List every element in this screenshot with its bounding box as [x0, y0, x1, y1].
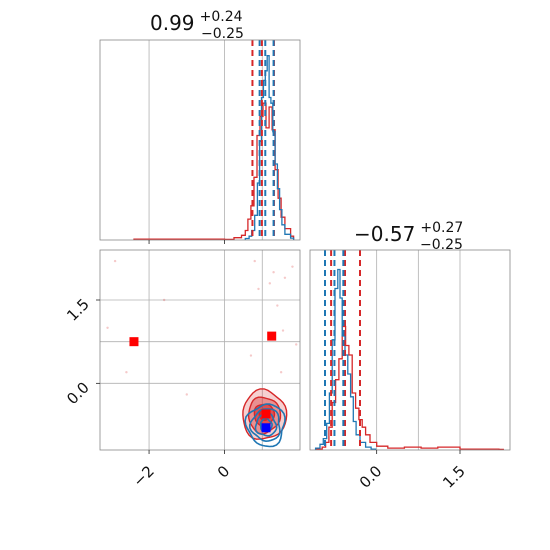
joint-ytick-label: 0.0: [63, 378, 93, 408]
joint-sample-point: [113, 259, 117, 263]
top-marginal-frame: [99, 39, 301, 241]
red-marker: [129, 337, 139, 347]
joint-sample-point: [281, 329, 285, 332]
title-median: −0.57: [354, 222, 415, 246]
top-hist-series-1: [133, 102, 295, 241]
joint-sample-point: [257, 287, 260, 291]
right-marginal-frame: [309, 249, 511, 451]
joint-sample-point: [253, 259, 256, 263]
blue-contour-level-3: [254, 412, 278, 437]
blue-marker: [261, 423, 271, 433]
joint-sample-point: [185, 393, 188, 396]
right-xtick-label: 0.0: [356, 462, 386, 492]
joint-sample-point: [276, 304, 279, 307]
red-marker: [267, 331, 277, 341]
blue-contour-level-1: [244, 403, 286, 448]
joint-sample-point: [268, 282, 272, 285]
joint-sample-point: [106, 326, 109, 329]
joint-sample-point: [125, 371, 128, 374]
right-marginal-panel: 0.0 1.5 −0.57 +0.27 −0.25: [309, 217, 511, 492]
blue-contour-level-2: [248, 408, 281, 443]
joint-sample-point: [162, 298, 166, 302]
top-hist-series-2: [244, 55, 295, 240]
title-lower-error: −0.25: [420, 237, 463, 253]
joint-sample-point: [295, 343, 298, 346]
top-marginal-panel: 0.99 +0.24 −0.25: [99, 6, 301, 244]
joint-sample-point: [283, 276, 287, 279]
joint-xtick-label: −2: [130, 462, 158, 490]
joint-sample-point: [291, 265, 294, 268]
right-xtick-label: 1.5: [439, 462, 469, 492]
joint-sample-point: [279, 371, 283, 374]
joint-xtick-label: 0: [214, 462, 233, 481]
joint-sample-point: [249, 354, 253, 357]
right-hist-series-1: [314, 325, 504, 451]
title-lower-error: −0.25: [201, 26, 244, 42]
joint-ytick-label: 1.5: [63, 295, 93, 325]
joint-frame: [99, 249, 301, 451]
title-upper-error: +0.24: [200, 9, 243, 25]
title-median: 0.99: [150, 11, 195, 35]
title-upper-error: +0.27: [420, 220, 463, 236]
red-marker: [261, 409, 271, 419]
right-marginal-title: −0.57 +0.27 −0.25: [354, 217, 468, 253]
top-marginal-title: 0.99 +0.24 −0.25: [150, 6, 248, 42]
joint-sample-point: [272, 271, 275, 274]
joint-panel: −2 0 0.0 1.5: [63, 249, 301, 490]
